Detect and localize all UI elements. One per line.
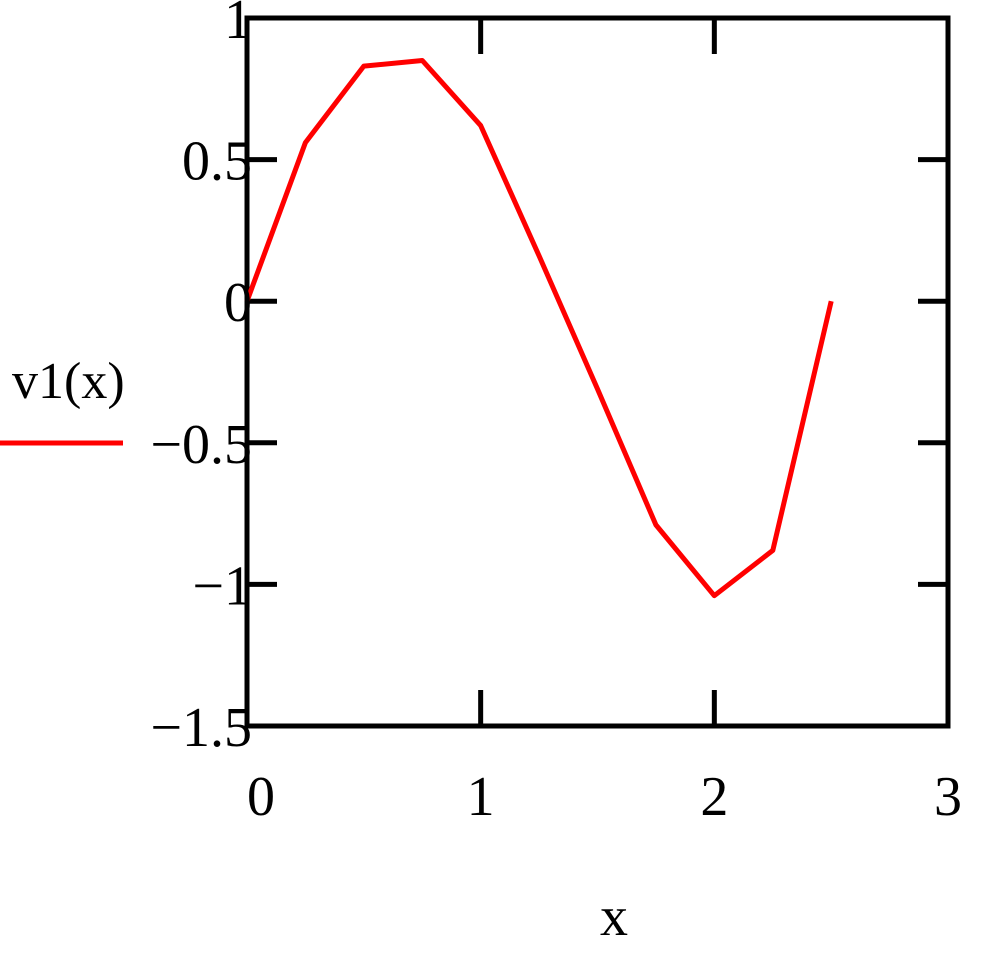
x-tick-label: 0: [247, 766, 275, 828]
y-tick-label: 1: [224, 0, 252, 51]
y-tick-label: 0.5: [182, 131, 252, 193]
y-tick-label: −0.5: [150, 414, 252, 476]
y-tick-label: −1.5: [150, 697, 252, 759]
x-tick-label: 1: [467, 766, 495, 828]
series-line-v1: [247, 61, 831, 596]
y-tick-label: −1: [192, 555, 252, 617]
y-tick-label: 0: [224, 272, 252, 334]
legend-label: v1(x): [12, 353, 125, 410]
x-axis-label: x: [600, 886, 628, 948]
plot-frame: [247, 18, 948, 726]
x-tick-label: 3: [934, 766, 962, 828]
x-tick-label: 2: [700, 766, 728, 828]
